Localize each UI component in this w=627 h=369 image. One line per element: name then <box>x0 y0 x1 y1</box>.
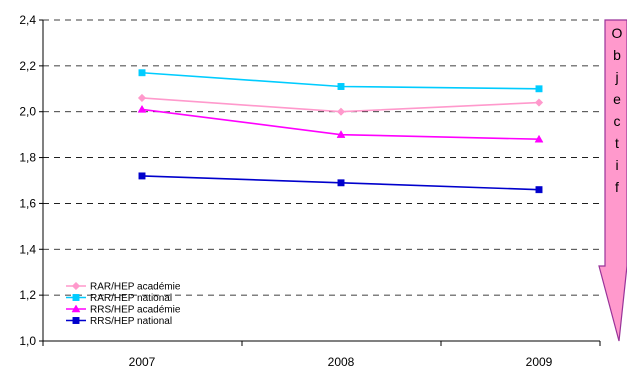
objectif-letter-1: b <box>613 47 621 63</box>
objectif-letter-2: j <box>614 69 618 85</box>
data-point-3-2009 <box>535 186 543 194</box>
legend-label-2: RRS/HEP académie <box>90 305 181 316</box>
data-point-1-2007 <box>138 69 146 77</box>
series-2 <box>137 104 544 143</box>
objectif-letter-3: e <box>613 91 621 107</box>
y-tick-label-4: 1,8 <box>19 151 36 165</box>
data-point-0-2009 <box>534 98 544 107</box>
data-point-2-2007 <box>137 104 147 113</box>
legend-marker-1 <box>72 294 80 301</box>
legend-marker-3 <box>72 317 80 324</box>
data-point-1-2008 <box>337 83 345 90</box>
y-tick-label-6: 2,2 <box>19 59 36 73</box>
data-point-3-2007 <box>138 172 146 180</box>
data-point-0-2007 <box>137 93 147 103</box>
data-point-3-2008 <box>337 179 345 187</box>
series-0 <box>137 93 544 116</box>
y-tick-label-7: 2,4 <box>19 13 36 27</box>
data-point-0-2008 <box>336 107 346 116</box>
legend-label-1: RAR/HEP national <box>90 293 172 304</box>
y-tick-label-2: 1,4 <box>19 242 36 256</box>
y-tick-label-5: 2,0 <box>19 105 36 119</box>
objectif-letter-5: t <box>615 135 619 151</box>
objectif-letter-6: i <box>615 157 618 173</box>
y-tick-label-0: 1,0 <box>19 334 36 348</box>
series-1 <box>138 69 543 93</box>
data-point-1-2009 <box>535 85 543 93</box>
legend-marker-2 <box>71 304 81 313</box>
legend-marker-0 <box>71 281 81 291</box>
x-tick-label-2009: 2009 <box>526 355 553 369</box>
gridlines <box>43 19 600 296</box>
y-tick-label-1: 1,2 <box>19 288 36 302</box>
data-point-2-2009 <box>534 134 544 143</box>
down-arrow-shape <box>598 19 627 342</box>
y-tick-label-3: 1,6 <box>19 196 36 210</box>
objectif-letter-7: f <box>615 179 619 195</box>
legend-label-0: RAR/HEP académie <box>90 282 181 293</box>
series-3 <box>138 172 543 194</box>
x-tick-label-2008: 2008 <box>328 355 355 369</box>
x-tick-label-2007: 2007 <box>129 355 156 369</box>
objectif-letter-4: c <box>614 113 621 129</box>
data-point-2-2008 <box>336 130 346 138</box>
objectif-letter-0: O <box>612 25 623 41</box>
legend-label-3: RRS/HEP national <box>90 316 172 327</box>
